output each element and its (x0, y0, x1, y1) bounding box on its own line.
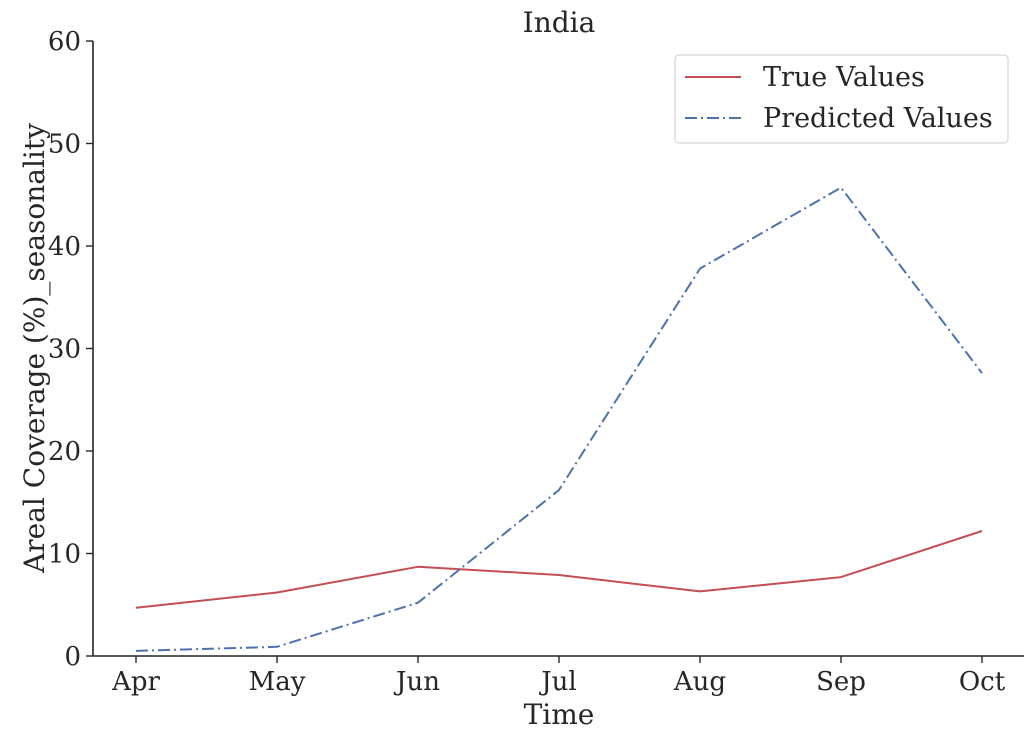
chart-title: India (523, 6, 596, 39)
series-line-predicted-values (135, 186, 983, 652)
y-axis-title: Areal Coverage (%)_seasonality (18, 123, 51, 574)
legend: True Values Predicted Values (674, 54, 1009, 144)
series-line-true-values (135, 530, 983, 609)
y-tick-label: 0 (64, 642, 81, 672)
legend-frame (674, 54, 1009, 144)
plot-area: 0 10 20 30 40 50 60 Apr May Jun Jul Aug Sep Oct (48, 27, 1024, 697)
x-axis-title: Time (524, 698, 595, 731)
y-tick-label: 50 (48, 130, 81, 160)
x-tick-label: Aug (673, 667, 726, 697)
x-tick-label: Apr (111, 667, 160, 697)
y-tick-label: 10 (48, 540, 81, 570)
x-tick-label: Jun (393, 667, 440, 697)
y-tick-label: 30 (48, 335, 81, 365)
legend-label-predicted-values: Predicted Values (763, 103, 993, 134)
y-tick-label: 40 (48, 232, 81, 262)
legend-label-true-values: True Values (763, 62, 925, 93)
x-tick-label: Sep (816, 667, 866, 697)
x-tick-label: May (249, 667, 306, 697)
y-tick-label: 60 (48, 27, 81, 57)
x-tick-label: Jul (538, 667, 576, 697)
x-tick-label: Oct (959, 667, 1006, 697)
y-tick-label: 20 (48, 437, 81, 467)
